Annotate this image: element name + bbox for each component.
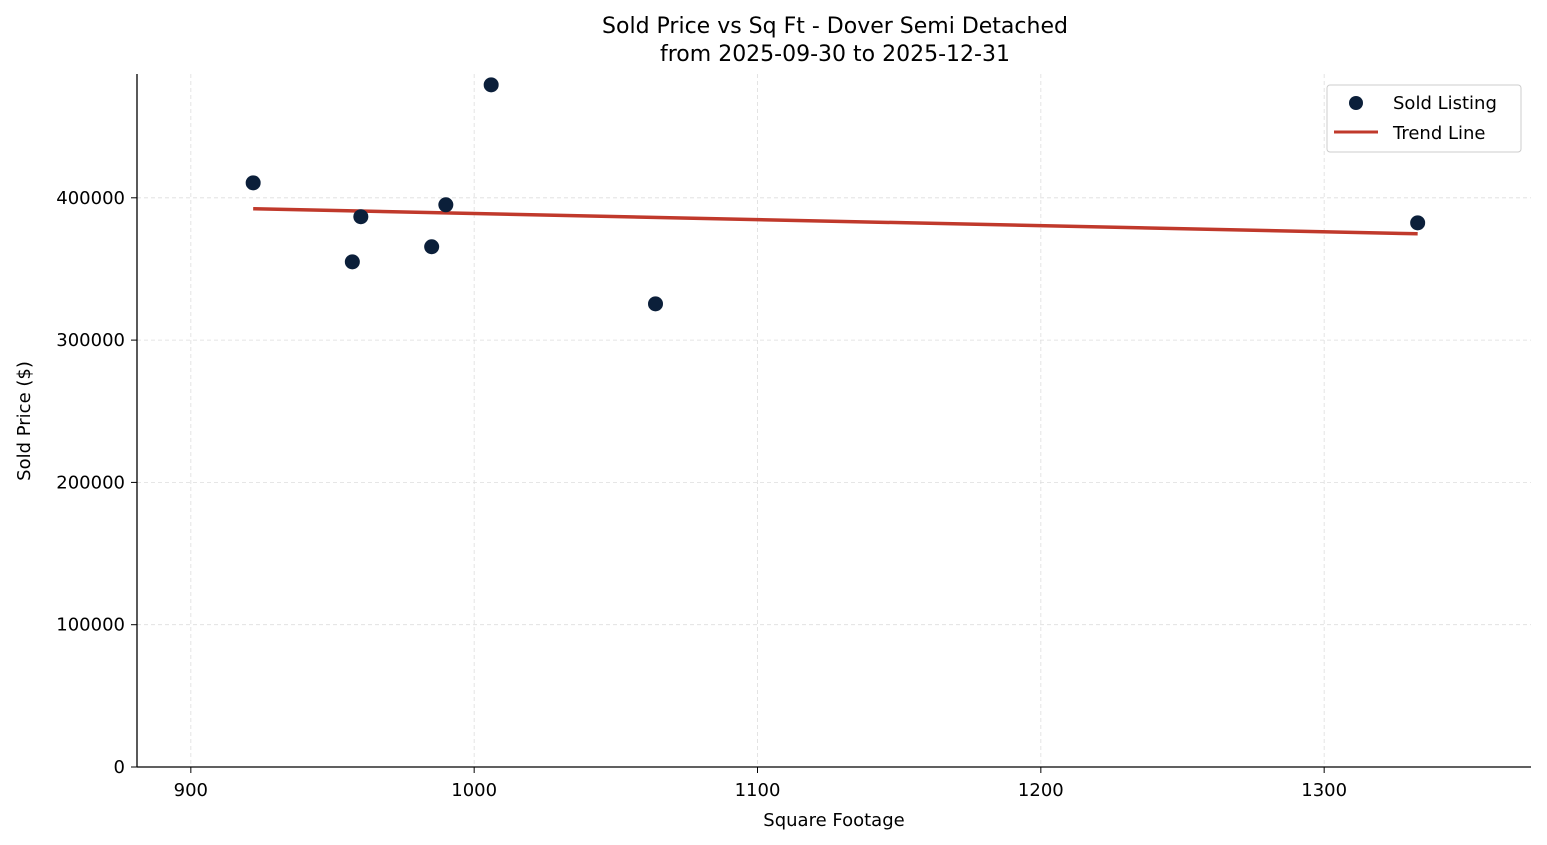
data-point <box>344 254 360 270</box>
legend-label-sold-listing: Sold Listing <box>1393 93 1497 114</box>
x-tick-label: 900 <box>174 780 208 801</box>
y-tick-label: 200000 <box>56 472 125 493</box>
y-tick-label: 0 <box>114 757 125 778</box>
data-point <box>424 239 440 255</box>
y-tick-label: 300000 <box>56 330 125 351</box>
data-point <box>648 296 663 312</box>
marks <box>245 77 1426 312</box>
y-tick-label: 400000 <box>56 188 125 209</box>
legend: Sold Listing Trend Line <box>1326 84 1522 153</box>
data-point <box>483 77 499 93</box>
x-axis-label: Square Footage <box>763 810 904 831</box>
x-tick-label: 1300 <box>1301 780 1347 801</box>
data-point <box>245 175 261 191</box>
x-tick-label: 1000 <box>451 780 497 801</box>
data-point <box>438 197 454 213</box>
trend-line <box>253 207 1418 236</box>
data-point <box>353 209 369 225</box>
x-tick-label: 1100 <box>735 780 781 801</box>
y-tick-label: 100000 <box>56 615 125 636</box>
legend-box <box>1326 84 1522 153</box>
legend-marker-sold-listing <box>1349 96 1363 110</box>
ticks: 900 1000 1100 1200 1300 0 100000 200000 300000 40… <box>56 188 1347 801</box>
legend-label-trend-line: Trend Line <box>1392 123 1486 144</box>
chart-subtitle: from 2025-09-30 to 2025-12-31 <box>660 42 1010 67</box>
x-tick-label: 1200 <box>1018 780 1064 801</box>
chart-title: Sold Price vs Sq Ft - Dover Semi Detache… <box>602 14 1068 39</box>
grid <box>137 74 1531 768</box>
y-axis-label: Sold Price ($) <box>14 361 35 481</box>
data-point <box>1410 215 1426 231</box>
